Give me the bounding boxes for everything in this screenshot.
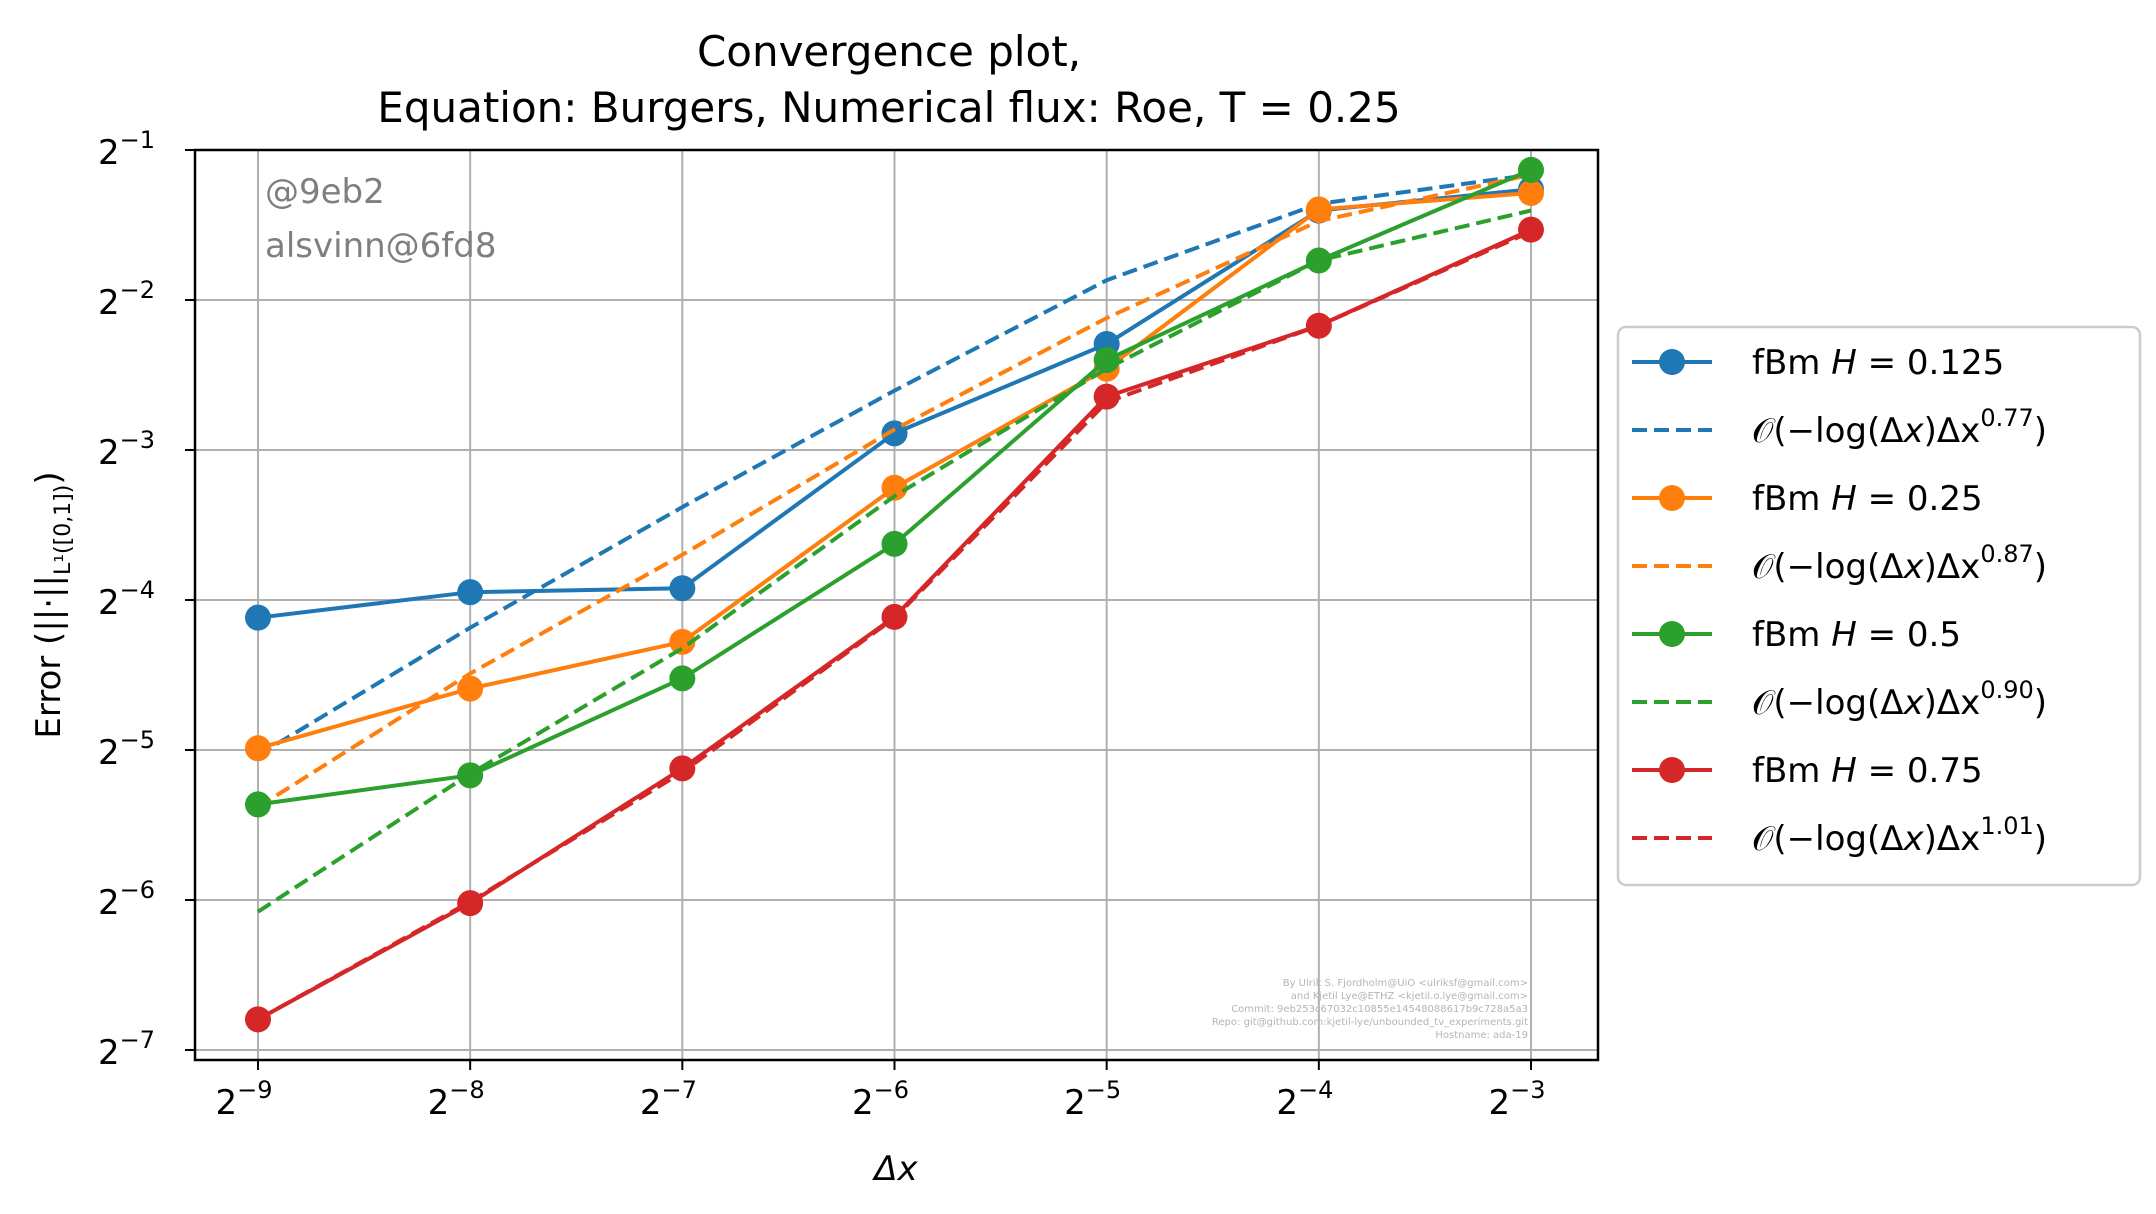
data-point xyxy=(669,628,696,655)
x-tick-label: 2−8 xyxy=(428,1076,485,1123)
data-point xyxy=(881,603,908,630)
data-point xyxy=(881,530,908,557)
credits-line: Hostname: ada-19 xyxy=(1435,1030,1528,1041)
watermark-line2: alsvinn@6fd8 xyxy=(265,226,496,266)
data-point xyxy=(457,890,484,917)
data-point xyxy=(669,575,696,602)
legend-label: 𝒪(−log(Δx)Δx0.77) xyxy=(1752,404,2047,451)
y-tick-label: 2−3 xyxy=(98,426,155,473)
data-point xyxy=(1305,247,1332,274)
chart-title-line1: Convergence plot, xyxy=(697,27,1081,76)
data-point xyxy=(1518,179,1544,206)
plot-series xyxy=(245,156,1544,1033)
data-point xyxy=(245,735,271,762)
y-tick-label: 2−6 xyxy=(98,876,155,923)
legend-label: fBm H = 0.75 xyxy=(1752,751,1983,791)
data-point xyxy=(1518,216,1544,243)
data-point xyxy=(881,420,908,447)
credits-line: and Kjetil Lye@ETHZ <kjetil.o.lye@gmail.… xyxy=(1291,991,1528,1002)
legend-swatch-marker xyxy=(1659,621,1685,647)
chart-title-line2: Equation: Burgers, Numerical flux: Roe, … xyxy=(377,83,1400,132)
data-point xyxy=(245,1006,271,1033)
plot-frame xyxy=(193,148,1600,1062)
legend-swatch-marker xyxy=(1659,349,1685,375)
y-axis-label-subscript: L¹([0,1]) xyxy=(51,485,76,575)
legend-label: fBm H = 0.125 xyxy=(1752,343,2004,383)
credits-block: By Ulrik S. Fjordholm@UiO <ulriksf@gmail… xyxy=(1212,978,1528,1041)
legend: fBm H = 0.125 𝒪(−log(Δx)Δx0.77) fBm H = 0.… xyxy=(1616,325,2142,887)
axis-ticks: 2−9 2−8 2−7 2−6 2−5 2−4 2−3 2−1 2−2 2−3 2−4 2−5 2−6 2… xyxy=(98,126,1546,1123)
data-point xyxy=(457,675,484,702)
x-tick-label: 2−6 xyxy=(852,1076,909,1123)
y-tick-label: 2−4 xyxy=(98,576,155,623)
data-point xyxy=(881,474,908,501)
data-point xyxy=(1518,156,1544,183)
data-point xyxy=(245,604,271,631)
data-point xyxy=(669,665,696,692)
legend-label: 𝒪(−log(Δx)Δx0.87) xyxy=(1752,540,2047,587)
y-tick-label: 2−1 xyxy=(98,126,155,173)
data-point xyxy=(245,791,271,818)
y-axis-label-close: ) xyxy=(29,471,69,484)
credits-line: Commit: 9eb253c67032c10855e14548088617b9… xyxy=(1231,1004,1528,1015)
x-tick-label: 2−9 xyxy=(215,1076,272,1123)
legend-label: fBm H = 0.25 xyxy=(1752,479,1983,519)
data-point xyxy=(669,755,696,782)
x-tick-label: 2−7 xyxy=(640,1076,697,1123)
legend-label: 𝒪(−log(Δx)Δx0.90) xyxy=(1752,676,2047,723)
y-tick-label: 2−7 xyxy=(98,1026,155,1073)
y-axis-label: Error (||·||L¹([0,1])) xyxy=(29,471,76,738)
data-point xyxy=(457,762,484,789)
legend-label: fBm H = 0.5 xyxy=(1752,615,1961,655)
data-point xyxy=(1093,346,1120,373)
legend-label: 𝒪(−log(Δx)Δx1.01) xyxy=(1752,812,2047,859)
data-point xyxy=(1305,312,1332,339)
credits-line: Repo: git@github.com:kjetil-lye/unbounde… xyxy=(1212,1017,1528,1028)
legend-swatch-marker xyxy=(1659,757,1685,783)
legend-swatch-marker xyxy=(1659,485,1685,511)
y-tick-label: 2−2 xyxy=(98,276,155,323)
x-tick-label: 2−5 xyxy=(1064,1076,1121,1123)
data-point xyxy=(1093,383,1120,410)
data-point xyxy=(457,579,484,606)
legend-box xyxy=(1616,325,2142,887)
y-axis-label-main: Error (||·|| xyxy=(29,575,69,739)
x-tick-label: 2−3 xyxy=(1488,1076,1545,1123)
x-tick-label: 2−4 xyxy=(1276,1076,1333,1123)
y-tick-label: 2−5 xyxy=(98,726,155,773)
credits-line: By Ulrik S. Fjordholm@UiO <ulriksf@gmail… xyxy=(1283,978,1528,989)
watermark-line1: @9eb2 xyxy=(265,172,385,212)
data-point xyxy=(1305,196,1332,223)
x-axis-label: Δx xyxy=(871,1149,918,1189)
